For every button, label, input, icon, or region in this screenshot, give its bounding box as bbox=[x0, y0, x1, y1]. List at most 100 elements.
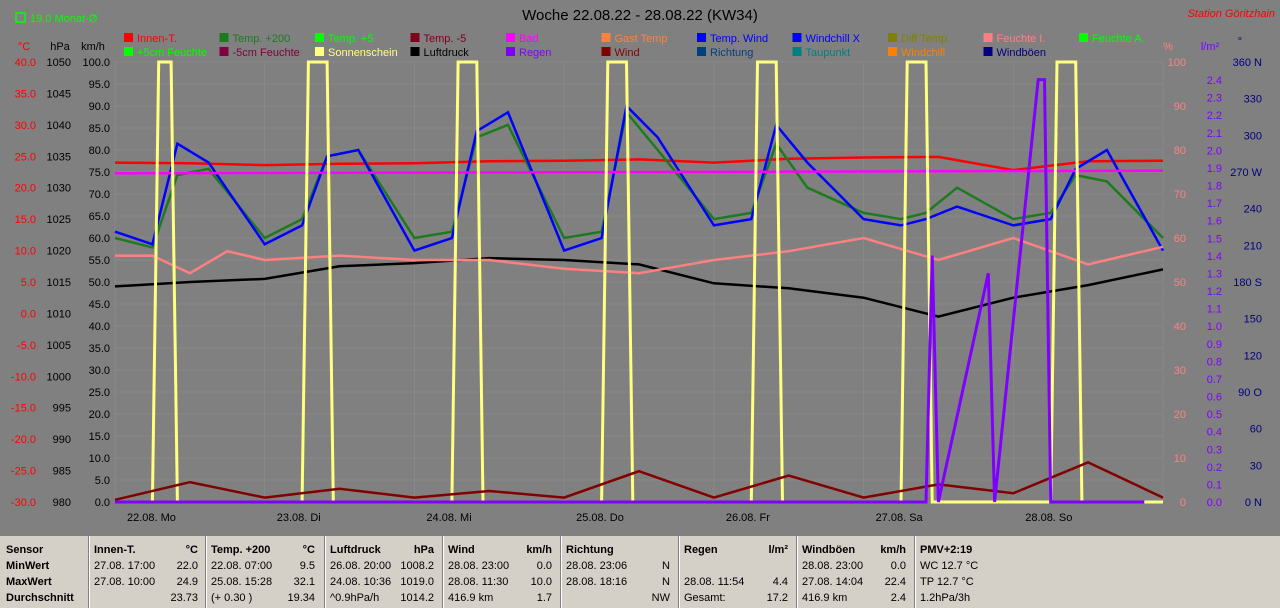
stats-cell-value: 1019.0 bbox=[400, 576, 434, 588]
stats-cell-value: °C bbox=[302, 544, 315, 556]
temp-tick-label: 20.0 bbox=[15, 183, 36, 195]
pressure-tick-label: 1010 bbox=[47, 308, 71, 320]
stats-row: 28.08. 11:54 4.4 bbox=[684, 574, 796, 590]
humidity-tick-label: 40 bbox=[1174, 321, 1186, 333]
day-label: 27.08. Sa bbox=[876, 512, 924, 524]
pressure-tick-label: 1020 bbox=[47, 246, 71, 258]
rain-tick-label: 1.0 bbox=[1207, 321, 1222, 333]
stats-block: Innen-T. °C 27.08. 17:00 22.0 27.08. 10:00 24… bbox=[94, 538, 206, 606]
wind-tick-label: 50.0 bbox=[89, 277, 110, 289]
stats-row: 416.9 km 2.4 bbox=[802, 590, 914, 606]
stats-cell-value: hPa bbox=[413, 544, 434, 556]
legend-label: Temp. +200 bbox=[233, 33, 291, 45]
pressure-tick-label: 1035 bbox=[47, 151, 71, 163]
stats-row bbox=[684, 558, 796, 574]
stats-row: 28.08. 11:30 10.0 bbox=[448, 574, 560, 590]
stats-cell-value: l/m² bbox=[768, 544, 788, 556]
legend-note-box bbox=[15, 12, 26, 23]
temp-tick-label: -20.0 bbox=[11, 434, 36, 446]
direction-tick-label: 180 S bbox=[1233, 277, 1262, 289]
rain-tick-label: 1.2 bbox=[1207, 286, 1222, 298]
direction-tick-label: 150 bbox=[1244, 314, 1262, 326]
stats-row: Luftdruck hPa bbox=[330, 542, 442, 558]
direction-tick-label: 210 bbox=[1244, 240, 1262, 252]
rain-unit: l/m² bbox=[1201, 41, 1220, 53]
legend-note: 19.0 Monat-Ø bbox=[30, 13, 98, 25]
direction-tick-label: 0 N bbox=[1245, 497, 1262, 509]
pressure-unit: hPa bbox=[50, 41, 70, 53]
stats-row: 28.08. 18:16 N bbox=[566, 574, 678, 590]
humidity-unit: % bbox=[1163, 41, 1173, 53]
stats-cell-value: N bbox=[662, 560, 670, 572]
direction-tick-label: 330 bbox=[1244, 94, 1262, 106]
wind-tick-label: 70.0 bbox=[89, 189, 110, 201]
stats-separator bbox=[205, 536, 207, 608]
legend-swatch bbox=[983, 47, 993, 56]
rain-tick-label: 2.4 bbox=[1207, 75, 1222, 87]
stats-cell-label: 27.08. 14:04 bbox=[802, 576, 864, 588]
series-bad bbox=[114, 169, 1164, 175]
pressure-tick-label: 1045 bbox=[47, 88, 71, 100]
wind-tick-label: 5.0 bbox=[95, 475, 110, 487]
temp-tick-label: 35.0 bbox=[15, 88, 36, 100]
day-label: 24.08. Mi bbox=[426, 512, 471, 524]
direction-tick-label: 270 W bbox=[1230, 167, 1262, 179]
legend-label: Taupunkt bbox=[806, 47, 851, 59]
series-regen bbox=[115, 78, 1145, 504]
stats-cell-value: 1014.2 bbox=[400, 592, 434, 604]
humidity-tick-label: 30 bbox=[1174, 365, 1186, 377]
humidity-tick-label: 80 bbox=[1174, 145, 1186, 157]
stats-row: 28.08. 23:00 0.0 bbox=[448, 558, 560, 574]
temp-tick-label: 10.0 bbox=[15, 246, 36, 258]
rain-tick-label: 0.9 bbox=[1207, 339, 1222, 351]
stats-cell-label: Temp. +200 bbox=[211, 544, 271, 556]
stats-cell-label: Gesamt: bbox=[684, 592, 726, 604]
wind-tick-label: 65.0 bbox=[89, 211, 110, 223]
wind-tick-label: 60.0 bbox=[89, 233, 110, 245]
wind-unit: km/h bbox=[81, 41, 105, 53]
humidity-tick-label: 10 bbox=[1174, 453, 1186, 465]
legend-swatch bbox=[410, 33, 420, 42]
legend-label: Feuchte I. bbox=[997, 33, 1046, 45]
legend-swatch bbox=[601, 33, 611, 42]
rain-tick-label: 0.2 bbox=[1207, 462, 1222, 474]
wind-tick-label: 25.0 bbox=[89, 387, 110, 399]
stats-cell-label: Luftdruck bbox=[330, 544, 381, 556]
humidity-tick-label: 50 bbox=[1174, 277, 1186, 289]
stats-cell-value: 0.0 bbox=[890, 560, 906, 572]
stats-cell-label: PMV+2:19 bbox=[920, 544, 973, 556]
rain-tick-label: 1.1 bbox=[1207, 304, 1222, 316]
stats-cell-label: Innen-T. bbox=[94, 544, 136, 556]
direction-tick-label: 90 O bbox=[1238, 387, 1262, 399]
wind-tick-label: 20.0 bbox=[89, 409, 110, 421]
label-max: MaxWert bbox=[6, 576, 52, 588]
stats-cell-label: 25.08. 15:28 bbox=[211, 576, 273, 588]
legend-swatch bbox=[506, 47, 515, 56]
legend-swatch bbox=[792, 33, 802, 42]
wind-tick-label: 0.0 bbox=[95, 497, 110, 509]
stats-row: 27.08. 14:04 22.4 bbox=[802, 574, 914, 590]
temp-tick-label: 5.0 bbox=[21, 277, 36, 289]
rain-tick-label: 1.7 bbox=[1207, 198, 1222, 210]
wind-tick-label: 100.0 bbox=[82, 57, 110, 69]
stats-cell-label: 416.9 km bbox=[448, 592, 494, 604]
stats-row: 28.08. 23:06 N bbox=[566, 558, 678, 574]
stats-cell-value: °C bbox=[185, 544, 198, 556]
stats-cell-value: 10.0 bbox=[530, 576, 552, 588]
stats-cell-label: 28.08. 23:06 bbox=[566, 560, 628, 572]
temp-tick-label: -15.0 bbox=[11, 403, 36, 415]
pressure-tick-label: 1040 bbox=[47, 120, 71, 132]
legend-swatch bbox=[506, 33, 515, 42]
direction-unit: ° bbox=[1238, 36, 1242, 48]
stats-row: Regen l/m² bbox=[684, 542, 796, 558]
stats-cell-value: 1.7 bbox=[536, 592, 552, 604]
legend-label: Luftdruck bbox=[424, 47, 470, 59]
rain-tick-label: 0.8 bbox=[1207, 356, 1222, 368]
legend-swatch bbox=[219, 33, 229, 42]
station-name: Station Göritzhain bbox=[1188, 8, 1275, 20]
legend-label: Gast Temp bbox=[615, 33, 668, 45]
legend-label: Wind bbox=[615, 47, 640, 59]
legend-label: Windböen bbox=[997, 47, 1047, 59]
stats-row: 1.2hPa/3h bbox=[920, 590, 1040, 606]
series-layer bbox=[114, 60, 1165, 504]
